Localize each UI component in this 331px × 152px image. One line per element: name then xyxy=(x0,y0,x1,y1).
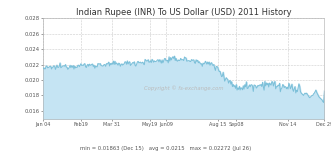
Text: min = 0.01863 (Dec 15)   avg = 0.0215   max = 0.02272 (Jul 26): min = 0.01863 (Dec 15) avg = 0.0215 max … xyxy=(80,146,251,151)
Title: Indian Rupee (INR) To US Dollar (USD) 2011 History: Indian Rupee (INR) To US Dollar (USD) 20… xyxy=(76,9,292,17)
Text: Copyright © fs-exchange.com: Copyright © fs-exchange.com xyxy=(144,86,223,91)
